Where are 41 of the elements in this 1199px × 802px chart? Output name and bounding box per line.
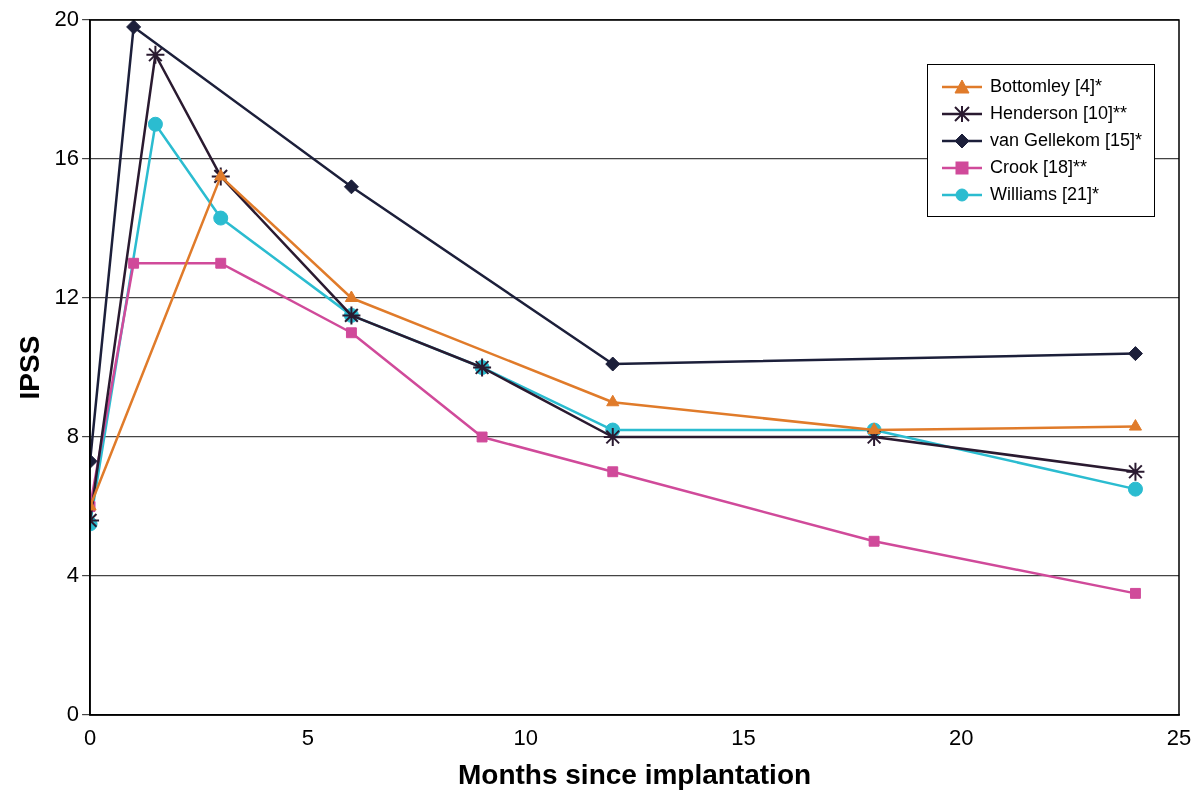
point bbox=[606, 394, 620, 407]
x-tick-label: 25 bbox=[1166, 725, 1192, 751]
point bbox=[214, 168, 228, 181]
x-tick-label: 0 bbox=[83, 725, 97, 751]
point bbox=[344, 290, 358, 302]
point bbox=[126, 20, 142, 35]
legend-label: Williams [21]* bbox=[989, 184, 1099, 205]
point bbox=[1129, 587, 1141, 599]
y-tick-label: 12 bbox=[54, 284, 80, 310]
legend-label: Crook [18]** bbox=[989, 157, 1087, 178]
x-tick-label: 10 bbox=[513, 725, 538, 751]
y-tick-label: 16 bbox=[54, 145, 80, 171]
point bbox=[1127, 346, 1143, 362]
point bbox=[605, 356, 621, 372]
legend-label: van Gellekom [15]* bbox=[989, 130, 1142, 151]
point bbox=[343, 179, 359, 195]
x-axis-title: Months since implantation bbox=[457, 758, 812, 790]
point bbox=[607, 466, 619, 478]
point bbox=[147, 116, 163, 132]
y-axis-title: IPSS bbox=[13, 335, 45, 400]
y-tick-label: 4 bbox=[66, 562, 80, 588]
x-tick-label: 20 bbox=[948, 725, 974, 751]
point bbox=[602, 427, 623, 447]
legend-label: Henderson [10]** bbox=[989, 103, 1128, 124]
point bbox=[215, 257, 227, 269]
legend-label: Bottomley [4]* bbox=[989, 76, 1102, 97]
point bbox=[213, 210, 229, 226]
point bbox=[1125, 461, 1146, 482]
point bbox=[476, 431, 488, 443]
x-tick-label: 5 bbox=[301, 725, 314, 751]
point bbox=[868, 535, 880, 547]
y-tick-label: 0 bbox=[66, 701, 80, 727]
point bbox=[1128, 419, 1143, 431]
point bbox=[345, 327, 357, 339]
point bbox=[128, 257, 140, 269]
y-tick-label: 8 bbox=[66, 423, 80, 449]
point bbox=[145, 44, 166, 65]
point bbox=[210, 166, 231, 187]
x-tick-label: 15 bbox=[731, 725, 756, 751]
point bbox=[1127, 481, 1143, 497]
y-tick-label: 20 bbox=[54, 6, 80, 32]
